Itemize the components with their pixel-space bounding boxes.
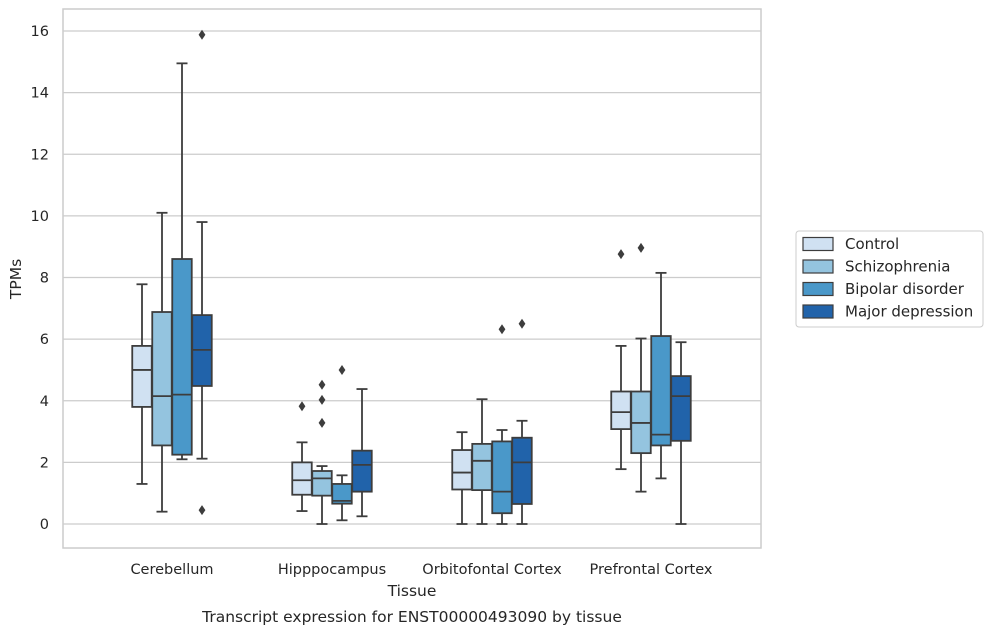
- box-iqr: [451, 449, 473, 491]
- outlier-point: [338, 364, 346, 375]
- y-tick-label: 10: [31, 209, 49, 225]
- box-iqr: [311, 470, 333, 497]
- box-iqr: [610, 390, 632, 430]
- legend-frame: [795, 230, 984, 328]
- box-0-0: [131, 283, 153, 485]
- box-iqr: [131, 345, 153, 408]
- box-0-2: [171, 62, 193, 461]
- outlier-point: [518, 318, 526, 329]
- x-tick-label: Cerebellum: [130, 562, 213, 578]
- y-tick-label: 2: [40, 455, 49, 471]
- legend-label: Major depression: [845, 303, 973, 321]
- legend-label: Control: [845, 235, 899, 253]
- x-axis-label: Tissue: [387, 582, 437, 600]
- box-2-3: [511, 318, 533, 525]
- box-3-3: [670, 341, 692, 525]
- outlier-point: [318, 417, 326, 428]
- outlier-point: [318, 379, 326, 390]
- box-iqr: [331, 483, 353, 505]
- outlier-point: [298, 401, 306, 412]
- box-iqr: [670, 375, 692, 442]
- chart-caption: Transcript expression for ENST0000049309…: [201, 608, 622, 626]
- box-1-3: [351, 388, 373, 518]
- box-3-0: [610, 249, 632, 471]
- box-iqr: [511, 436, 533, 505]
- box-1-2: [331, 364, 353, 522]
- boxes-layer: [131, 29, 692, 525]
- box-2-2: [491, 324, 513, 525]
- x-tick-label: Prefrontal Cortex: [590, 562, 713, 578]
- y-tick-label: 6: [40, 332, 49, 348]
- legend-label: Schizophrenia: [845, 258, 950, 276]
- y-tick-label: 0: [40, 517, 49, 533]
- plot-area-frame: [62, 8, 762, 549]
- box-iqr: [171, 258, 193, 456]
- x-axis-ticks: Cerebellum Hipppocampus Orbitofontal Corte…: [130, 562, 712, 578]
- box-3-1: [630, 242, 652, 493]
- grid-layer: [63, 30, 761, 525]
- box-iqr: [650, 335, 672, 447]
- outlier-point: [617, 249, 625, 260]
- legend-swatch: [802, 236, 834, 252]
- box-1-0: [291, 401, 313, 512]
- y-tick-label: 8: [40, 271, 49, 287]
- box-1-1: [311, 379, 333, 525]
- box-iqr: [471, 442, 493, 492]
- outlier-point: [498, 324, 506, 335]
- outlier-point: [318, 394, 326, 405]
- legend-label: Bipolar disorder: [845, 280, 965, 298]
- y-axis-ticks: 0 2 4 6 8 10 12 14 16: [31, 24, 49, 533]
- outlier-point: [637, 242, 645, 253]
- legend-swatch: [802, 304, 834, 319]
- y-tick-label: 12: [31, 147, 49, 163]
- outlier-point: [198, 29, 206, 40]
- box-iqr: [491, 440, 513, 515]
- box-iqr: [151, 311, 173, 447]
- legend: Control Schizophrenia Bipolar disorder Majo…: [795, 230, 984, 328]
- x-tick-label: Hipppocampus: [278, 562, 386, 578]
- y-tick-label: 4: [40, 394, 49, 410]
- legend-swatch: [802, 281, 834, 297]
- x-tick-label: Orbitofontal Cortex: [422, 562, 562, 578]
- box-3-2: [650, 271, 672, 480]
- box-0-1: [151, 211, 173, 513]
- y-tick-label: 16: [31, 24, 49, 40]
- y-tick-label: 14: [31, 86, 49, 102]
- box-2-0: [451, 431, 473, 525]
- legend-swatch: [802, 259, 834, 274]
- outlier-point: [198, 505, 206, 516]
- box-iqr: [351, 449, 373, 493]
- box-iqr: [291, 461, 313, 496]
- y-axis-label: TPMs: [7, 259, 25, 300]
- box-0-3: [191, 29, 213, 516]
- box-2-1: [471, 398, 493, 525]
